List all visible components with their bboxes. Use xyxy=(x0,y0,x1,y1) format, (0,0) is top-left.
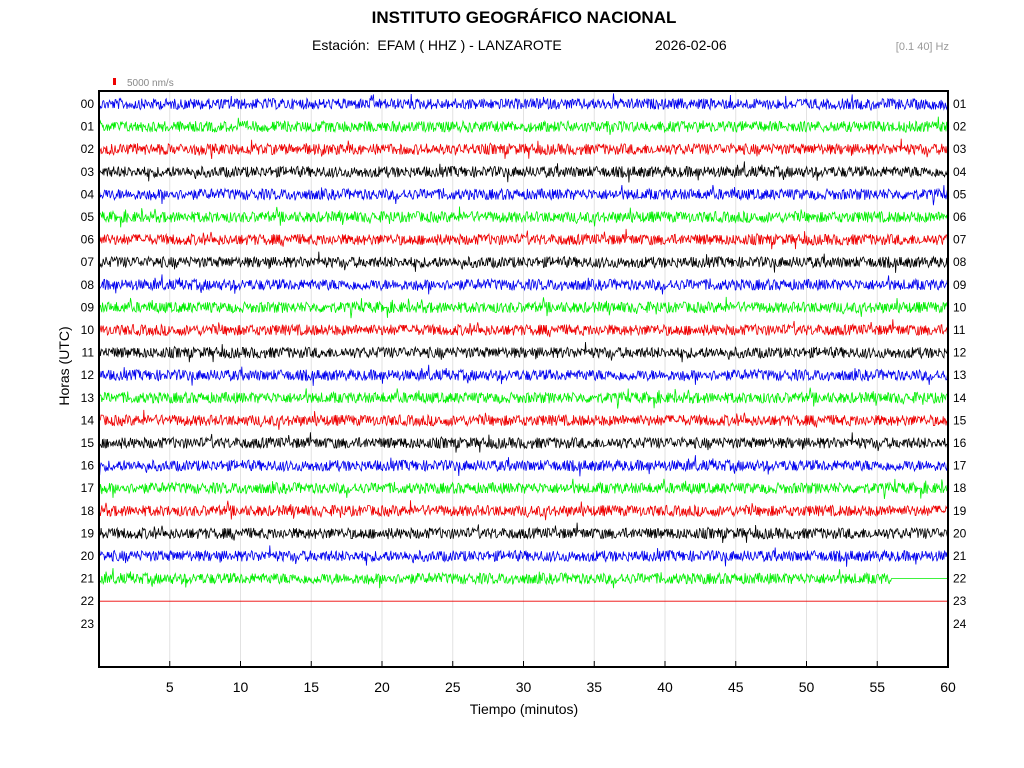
hour-label-right: 05 xyxy=(953,187,967,201)
x-tick-label: 5 xyxy=(166,679,174,695)
seismic-traces xyxy=(98,93,948,602)
x-tick-label: 35 xyxy=(586,679,602,695)
filter-label: [0.1 40] Hz xyxy=(895,41,949,53)
trace-hour-20 xyxy=(98,545,948,567)
hour-label-right: 14 xyxy=(953,391,967,405)
hour-label-right: 07 xyxy=(953,233,967,247)
trace-hour-0 xyxy=(98,93,948,111)
hour-label-left: 11 xyxy=(82,346,95,360)
hour-label-left: 06 xyxy=(81,233,95,247)
hour-label-left: 00 xyxy=(81,97,95,111)
hour-label-left: 19 xyxy=(81,526,95,540)
hour-label-left: 14 xyxy=(81,413,95,427)
hour-label-right: 11 xyxy=(953,323,966,337)
hour-label-right: 24 xyxy=(953,617,967,631)
hour-label-left: 17 xyxy=(81,481,95,495)
trace-hour-7 xyxy=(98,251,948,273)
hour-label-left: 21 xyxy=(81,572,95,586)
grid-lines xyxy=(169,91,878,667)
hour-label-right: 15 xyxy=(953,413,967,427)
hour-label-right: 01 xyxy=(953,97,967,111)
trace-hour-12 xyxy=(98,364,948,386)
right-hour-labels: 01 02 03 04 05 06 07 08 09 10 11 12 13 14 15 16 17 18 19 20… xyxy=(953,97,967,631)
trace-hour-8 xyxy=(98,274,948,295)
hour-label-left: 05 xyxy=(81,210,95,224)
x-tick-label: 25 xyxy=(445,679,461,695)
x-tick-label: 20 xyxy=(374,679,390,695)
hour-label-right: 03 xyxy=(953,142,967,156)
x-tick-label: 55 xyxy=(869,679,885,695)
hour-label-left: 01 xyxy=(81,120,95,134)
trace-hour-1 xyxy=(98,116,948,135)
hour-label-left: 18 xyxy=(81,504,95,518)
hour-label-right: 18 xyxy=(953,481,967,495)
hour-label-right: 21 xyxy=(953,549,967,563)
station-label: Estación: EFAM ( HHZ ) - LANZAROTE xyxy=(312,37,562,53)
hour-label-right: 04 xyxy=(953,165,967,179)
hour-label-right: 23 xyxy=(953,594,967,608)
hour-label-left: 22 xyxy=(81,594,95,608)
hour-label-left: 07 xyxy=(81,255,95,269)
hour-label-left: 20 xyxy=(81,549,95,563)
hour-label-left: 09 xyxy=(81,300,95,314)
x-tick-label: 50 xyxy=(799,679,815,695)
trace-hour-17 xyxy=(98,478,948,500)
hour-label-left: 04 xyxy=(81,187,95,201)
hour-label-left: 13 xyxy=(81,391,95,405)
hour-label-left: 15 xyxy=(81,436,95,450)
x-ticks: 5 10 15 20 25 30 35 40 45 50 55 60 xyxy=(166,661,956,695)
hour-label-left: 23 xyxy=(81,617,95,631)
x-tick-label: 15 xyxy=(303,679,319,695)
hour-label-right: 08 xyxy=(953,255,967,269)
hour-label-right: 22 xyxy=(953,572,967,586)
trace-hour-19 xyxy=(98,522,948,544)
hour-label-right: 19 xyxy=(953,504,967,518)
trace-hour-3 xyxy=(98,161,948,183)
y-axis-label: Horas (UTC) xyxy=(56,326,72,405)
hour-label-left: 08 xyxy=(81,278,95,292)
x-tick-label: 45 xyxy=(728,679,744,695)
hour-label-right: 06 xyxy=(953,210,967,224)
trace-hour-16 xyxy=(98,455,948,477)
chart-title: INSTITUTO GEOGRÁFICO NACIONAL xyxy=(371,8,677,27)
hour-label-right: 16 xyxy=(953,436,967,450)
trace-hour-9 xyxy=(98,296,948,319)
x-tick-label: 30 xyxy=(516,679,532,695)
date-label: 2026-02-06 xyxy=(655,37,727,53)
trace-hour-11 xyxy=(98,341,948,363)
hour-label-right: 13 xyxy=(953,368,967,382)
hour-label-left: 12 xyxy=(81,368,95,382)
hour-label-left: 16 xyxy=(81,459,95,473)
hour-label-left: 10 xyxy=(81,323,95,337)
trace-hour-10 xyxy=(98,319,948,338)
x-tick-label: 10 xyxy=(233,679,249,695)
trace-hour-2 xyxy=(98,138,948,160)
left-hour-labels: 00 01 02 03 04 05 06 07 08 09 10 11 12 13 14 15 16 17 18 19… xyxy=(81,97,95,631)
hour-label-left: 02 xyxy=(81,142,95,156)
trace-hour-6 xyxy=(98,228,948,250)
hour-label-right: 12 xyxy=(953,346,967,360)
trace-hour-15 xyxy=(98,432,948,453)
x-axis-label: Tiempo (minutos) xyxy=(470,701,578,717)
scale-bar xyxy=(113,78,116,85)
trace-hour-14 xyxy=(98,409,948,430)
trace-hour-18 xyxy=(98,500,948,521)
trace-hour-13 xyxy=(98,387,948,409)
trace-hour-5 xyxy=(98,206,948,228)
hour-label-right: 17 xyxy=(953,459,967,473)
trace-hour-4 xyxy=(98,184,948,206)
x-tick-label: 60 xyxy=(940,679,956,695)
hour-label-right: 10 xyxy=(953,300,967,314)
hour-label-right: 09 xyxy=(953,278,967,292)
scale-label: 5000 nm/s xyxy=(127,78,174,89)
hour-label-right: 02 xyxy=(953,120,967,134)
hour-label-left: 03 xyxy=(81,165,95,179)
trace-hour-21 xyxy=(98,568,948,589)
hour-label-right: 20 xyxy=(953,526,967,540)
x-tick-label: 40 xyxy=(657,679,673,695)
